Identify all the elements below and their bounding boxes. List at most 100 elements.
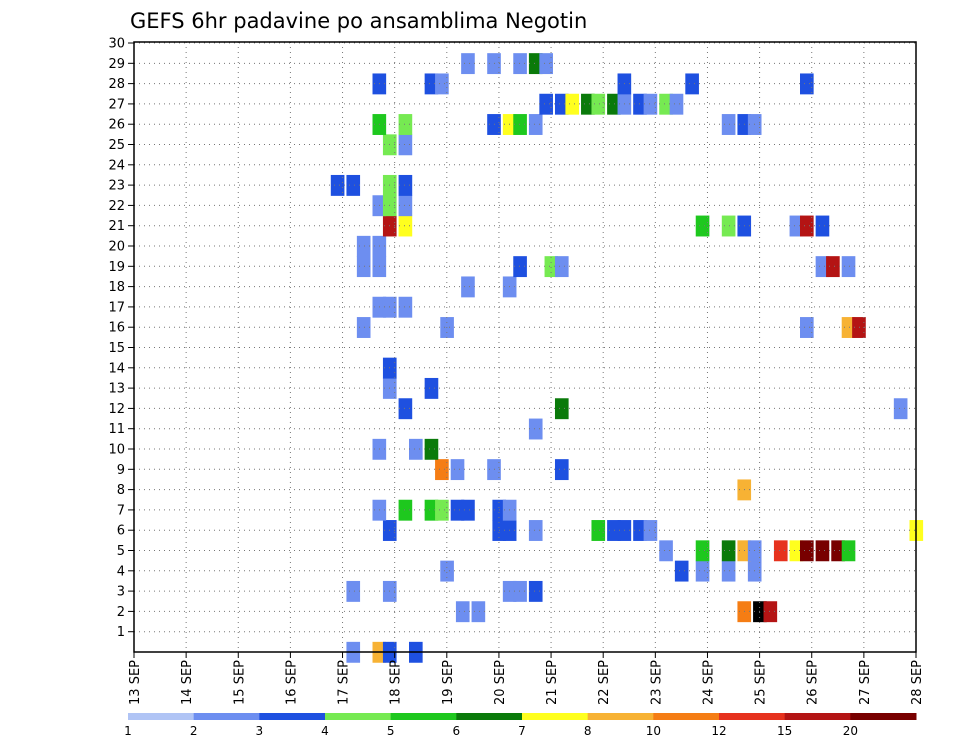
y-tick-label: 10	[108, 443, 125, 458]
heatmap-cell	[831, 540, 845, 562]
y-tick-label: 11	[108, 422, 125, 437]
heatmap-cell	[346, 580, 361, 602]
heatmap-cell	[643, 520, 658, 541]
colorbar-label: 12	[711, 724, 726, 738]
heatmap-cell	[815, 540, 830, 562]
heatmap-cell	[440, 560, 454, 582]
heatmap-cell	[539, 53, 553, 75]
heatmap-cell	[461, 499, 475, 521]
heatmap-cell	[435, 73, 449, 95]
colorbar-swatch	[390, 713, 457, 720]
heatmap-cell	[826, 256, 840, 278]
x-tick-label: 28 SEP	[910, 660, 925, 705]
heatmap-cell	[695, 540, 710, 562]
heatmap-cell	[721, 560, 736, 582]
x-tick-label: 22 SEP	[597, 660, 612, 705]
y-tick-label: 4	[117, 564, 125, 579]
heatmap-cells	[330, 53, 924, 663]
heatmap-cell	[800, 215, 814, 237]
heatmap-cell	[455, 601, 470, 623]
colorbar-label: 8	[584, 724, 592, 738]
y-tick-label: 22	[108, 199, 125, 214]
heatmap-cell	[721, 114, 736, 135]
heatmap-cell	[398, 174, 413, 196]
colorbar-swatch	[784, 713, 851, 720]
grid-lines	[134, 42, 916, 652]
heatmap-cell	[659, 540, 673, 562]
heatmap-cell	[528, 114, 543, 135]
x-tick-label: 20 SEP	[493, 660, 508, 705]
colorbar-label: 15	[777, 724, 792, 738]
heatmap-cell	[528, 520, 543, 541]
colorbar-swatch	[128, 713, 195, 720]
heatmap-cell	[659, 93, 673, 115]
heatmap-cell	[669, 93, 684, 115]
plot-frame	[133, 41, 917, 653]
y-tick-label: 17	[108, 300, 125, 315]
heatmap-cell	[721, 215, 736, 237]
x-tick-label: 17 SEP	[337, 660, 352, 705]
heatmap-cell	[539, 93, 553, 115]
y-tick-label: 20	[108, 240, 125, 255]
heatmap-cell	[330, 174, 345, 196]
x-tick-label: 24 SEP	[701, 660, 716, 705]
heatmap-cell	[356, 317, 371, 338]
heatmap-cell	[409, 438, 423, 460]
heatmap-cell	[424, 377, 439, 399]
heatmap-cell	[695, 560, 710, 582]
heatmap-cell	[528, 53, 543, 75]
colorbar-label: 2	[190, 724, 198, 738]
y-tick-label: 15	[108, 341, 125, 356]
x-tick-label: 18 SEP	[389, 660, 404, 705]
heatmap-cell	[554, 459, 569, 481]
heatmap-cell	[544, 256, 559, 278]
y-tick-label: 14	[108, 361, 125, 376]
y-tick-label: 16	[108, 321, 125, 336]
heatmap-cell	[513, 256, 527, 278]
y-tick-label: 18	[108, 280, 125, 295]
y-tick-label: 23	[108, 179, 125, 194]
y-tick-label: 3	[117, 585, 125, 600]
colorbar: 1 2 3 4 5 6 7 8 10 12 15 20	[124, 713, 917, 738]
heatmap-cell	[424, 438, 439, 460]
heatmap-cell	[554, 256, 569, 278]
y-tick-label: 1	[117, 625, 125, 640]
heatmap-cell	[789, 215, 804, 237]
y-tick-label: 8	[117, 483, 125, 498]
colorbar-label: 6	[453, 724, 461, 738]
colorbar-swatch	[587, 713, 654, 720]
colorbar-swatch	[522, 713, 589, 720]
colorbar-label: 1	[124, 724, 132, 738]
heatmap-cell	[398, 398, 413, 420]
heatmap-cell	[346, 174, 361, 196]
x-tick-label: 25 SEP	[754, 660, 769, 705]
y-tick-label: 12	[108, 402, 125, 417]
heatmap-cell	[841, 256, 856, 278]
heatmap-cell	[815, 256, 830, 278]
heatmap-cell	[607, 93, 621, 115]
y-tick-label: 25	[108, 138, 125, 153]
y-tick-label: 2	[117, 605, 125, 620]
y-tick-label: 21	[108, 219, 125, 234]
heatmap-cell	[852, 317, 866, 338]
heatmap-cell	[528, 418, 543, 440]
colorbar-label: 5	[387, 724, 395, 738]
heatmap-cell	[841, 317, 856, 338]
heatmap-cell	[773, 540, 788, 562]
y-tick-label: 27	[108, 97, 125, 112]
colorbar-swatch	[259, 713, 326, 720]
heatmap-cell	[450, 499, 465, 521]
heatmap-cell	[789, 540, 804, 562]
heatmap-cell	[513, 114, 527, 135]
x-tick-label: 15 SEP	[232, 660, 247, 705]
heatmap-cell	[763, 601, 778, 623]
y-tick-label: 29	[108, 57, 125, 72]
x-tick-label: 27 SEP	[858, 660, 873, 705]
y-tick-label: 24	[108, 158, 125, 173]
y-tick-label: 30	[108, 37, 125, 52]
colorbar-label: 7	[518, 724, 526, 738]
y-tick-label: 28	[108, 77, 125, 92]
colorbar-swatch	[653, 713, 720, 720]
heatmap-cell	[800, 317, 814, 338]
heatmap-cell	[893, 398, 908, 420]
